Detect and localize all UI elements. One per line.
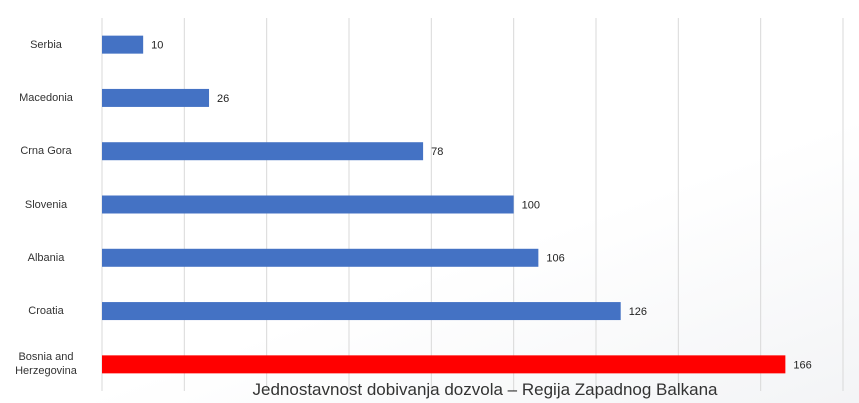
bar: [102, 248, 539, 267]
y-tick-label: Slovenia: [24, 198, 68, 211]
bar: [102, 142, 424, 161]
chart-title: Jednostavnost dobivanja dozvola – Regija…: [252, 380, 718, 399]
data-label: 10: [151, 40, 163, 52]
bar: [102, 302, 621, 321]
bar: [102, 88, 210, 107]
y-tick-label: Crna Gora: [20, 145, 72, 158]
y-tick-label: Albania: [27, 251, 65, 264]
y-tick-label: Serbia: [30, 38, 62, 51]
bar: [102, 195, 514, 214]
y-tick-label: Bosnia and Herzegovina: [15, 351, 77, 378]
bar: [102, 355, 786, 374]
data-label: 126: [629, 306, 647, 318]
data-label: 106: [546, 253, 564, 265]
bar: [102, 35, 144, 54]
data-label: 100: [522, 199, 540, 211]
data-label: 26: [217, 93, 229, 105]
data-label: 166: [793, 359, 811, 371]
y-tick-label: Macedonia: [19, 91, 73, 104]
y-tick-label: Croatia: [28, 305, 64, 318]
data-label: 78: [431, 146, 443, 158]
